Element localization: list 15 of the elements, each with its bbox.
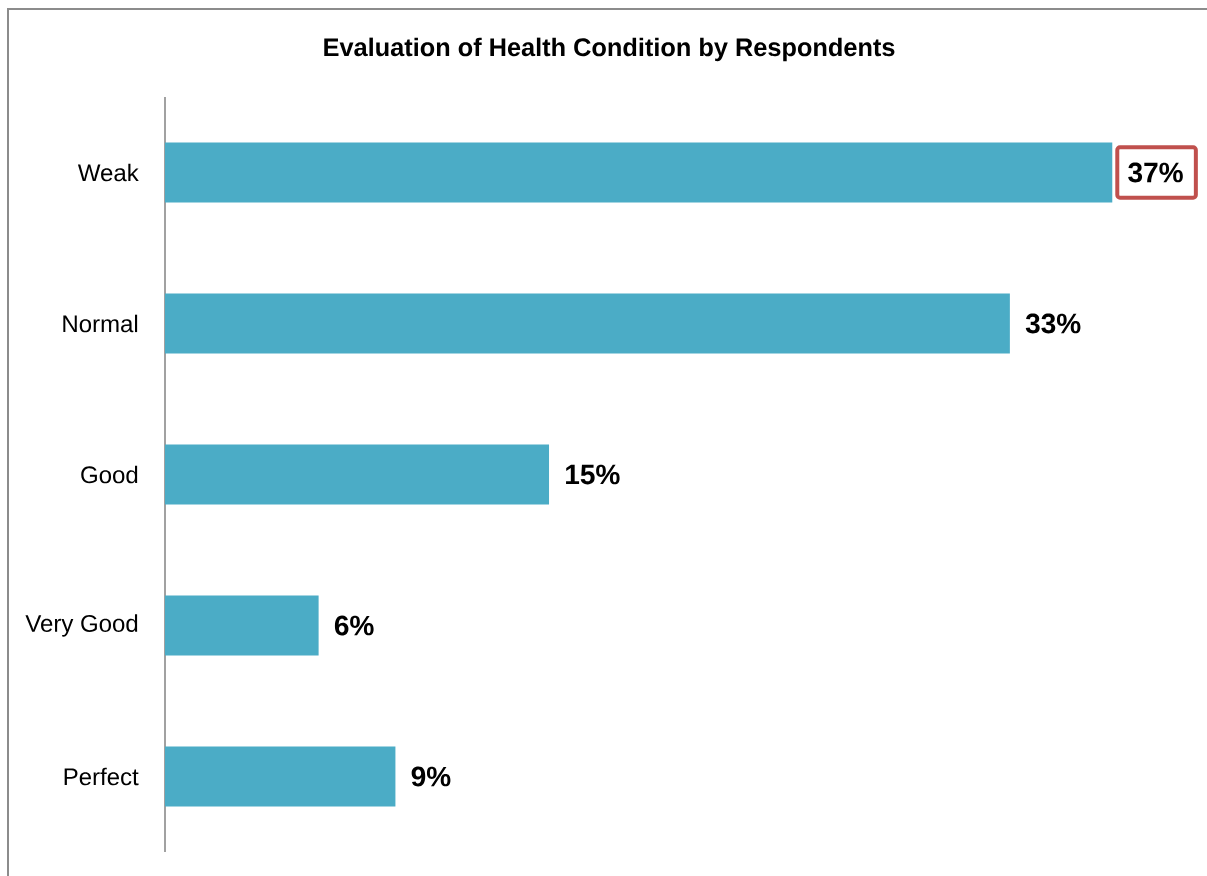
data-label: 9% [411,766,451,787]
y-tick-label: Weak [77,163,139,182]
y-tick-label: Very Good [25,614,138,637]
bar [165,293,1010,354]
y-tick-label: Perfect [64,767,139,786]
chart-title: Evaluation of Health Condition by Respondents [324,37,895,62]
data-label: 33% [1025,313,1081,334]
y-tick-label: Good [81,465,138,484]
bar [165,746,396,807]
bar [165,595,319,656]
y-tick-label: Normal [63,314,138,333]
data-label: 6% [334,615,374,636]
data-label: 15% [566,464,620,485]
data-label: 37% [1128,162,1183,183]
bar [165,444,550,505]
